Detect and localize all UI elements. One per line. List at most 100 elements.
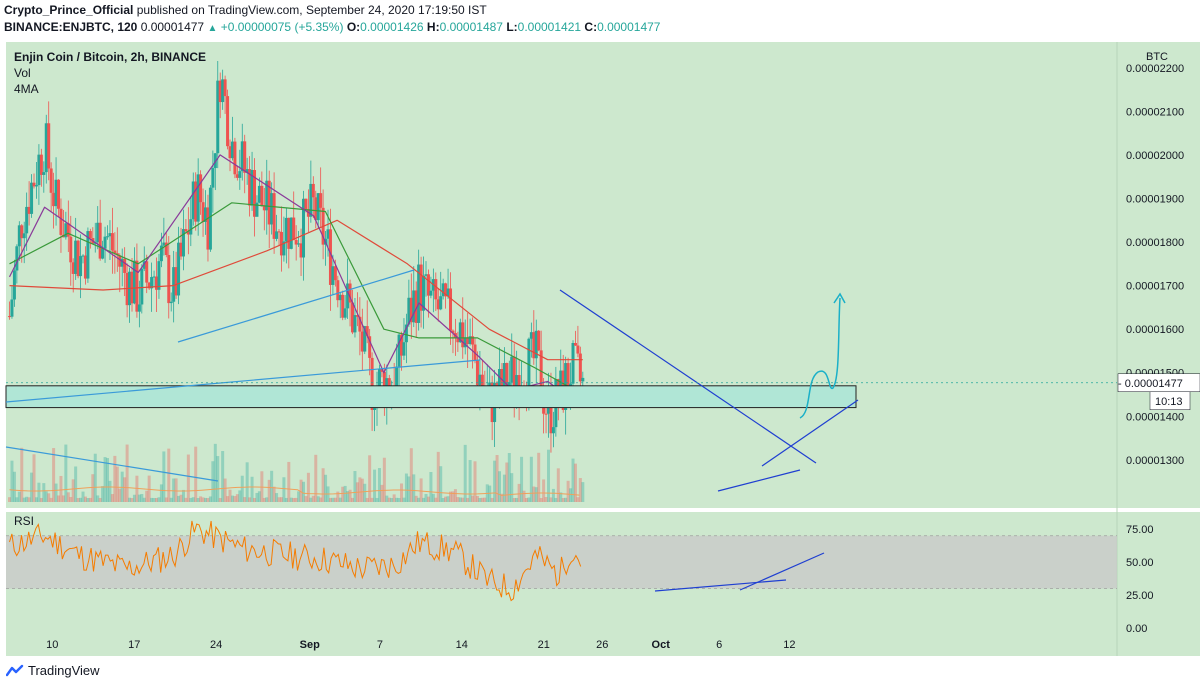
candle-body [147,282,151,289]
volume-bar [34,497,38,502]
candle-body [155,276,159,290]
volume-bar [304,496,308,502]
volume-bar [377,468,381,502]
countdown-badge [1149,391,1191,411]
author-name[interactable]: Crypto_Prince_Official [4,3,134,17]
price-axis[interactable] [1117,42,1200,508]
legend-vol[interactable]: Vol [14,66,31,80]
candle-body [218,80,222,103]
volume-bar [204,497,208,502]
candle-body [213,153,217,169]
open-value: 0.00001426 [360,20,424,34]
volume-bar [15,497,19,502]
volume-bar [414,495,418,502]
price-pane[interactable] [6,42,1117,508]
candle-body [468,336,472,345]
high-label: H: [426,20,440,34]
volume-bar [515,497,519,502]
volume-bar [66,492,70,502]
footer-brand[interactable]: TradingView [28,663,100,678]
candle-body [537,330,541,351]
rsi-axis[interactable] [1117,512,1200,632]
candle-body [409,297,413,323]
volume-bar [397,497,401,502]
candle-body [302,198,306,258]
price-change: +0.00000075 (+5.35%) [220,20,344,34]
legend-title[interactable]: Enjin Coin / Bitcoin, 2h, BINANCE [14,50,206,64]
volume-bar [164,497,168,502]
candle-body [417,264,421,323]
candle-body [113,250,117,254]
rsi-line [9,520,582,602]
volume-bar [373,469,377,502]
volume-bar [436,451,440,502]
candle-body [25,206,29,234]
volume-bar [12,471,16,502]
candle-body [118,255,122,267]
volume-bar [387,497,391,502]
candle-body [505,363,509,393]
rsi-label[interactable]: RSI [14,514,34,528]
legend-ma[interactable]: 4MA [14,82,39,96]
volume-bar [328,497,332,502]
volume-bar [578,478,582,502]
volume-bar [30,472,34,502]
volume-bar [140,494,144,502]
candle-body [255,202,259,217]
volume-bar [409,448,413,502]
candle-body [42,172,46,175]
volume-bar [118,488,122,502]
candle-body [532,332,536,359]
volume-ma-line [9,486,580,496]
volume-bar [338,497,342,502]
candle-body [449,288,453,331]
volume-bar [120,471,124,502]
volume-bar [115,466,119,502]
volume-bar [221,451,225,502]
volume-bar [365,497,369,502]
volume-bar [321,468,325,502]
candle-body [429,290,433,296]
volume-bar [302,481,306,502]
tradingview-logo-icon[interactable] [6,664,24,678]
volume-bar [150,497,154,502]
volume-bar [566,480,570,502]
volume-bar [39,497,43,502]
time-axis[interactable] [6,632,1200,656]
volume-bar [108,480,112,502]
volume-bar [277,497,281,502]
volume-bar [480,497,484,502]
low-value: 0.00001421 [517,20,582,34]
candle-body [196,174,200,222]
candle-body [167,255,171,304]
volume-bar [155,497,159,502]
volume-bar [98,497,102,502]
volume-bar [230,495,234,502]
volume-bar [446,496,450,502]
volume-bar [128,497,132,502]
volume-bar [573,463,577,502]
candle-body [189,219,193,235]
volume-bar [279,497,283,502]
volume-bar [37,482,41,502]
symbol[interactable]: BINANCE:ENJBTC, 120 [4,20,138,34]
candle-body [373,408,377,410]
candle-body [297,243,301,245]
candle-body [108,233,112,237]
candle-body [407,297,411,325]
volume-bar [351,497,355,502]
time-tick-label: 7 [377,639,383,651]
candle-body [265,180,269,211]
volume-bar [478,497,482,502]
candle-body [571,343,575,384]
volume-bar [49,497,53,502]
candle-body [204,207,208,223]
volume-bar [292,497,296,502]
candle-body [355,315,359,317]
volume-bar [211,461,215,502]
drawings-layer [5,269,859,492]
volume-bar [162,451,166,502]
volume-bar [502,474,506,502]
volume-bar [228,489,232,502]
